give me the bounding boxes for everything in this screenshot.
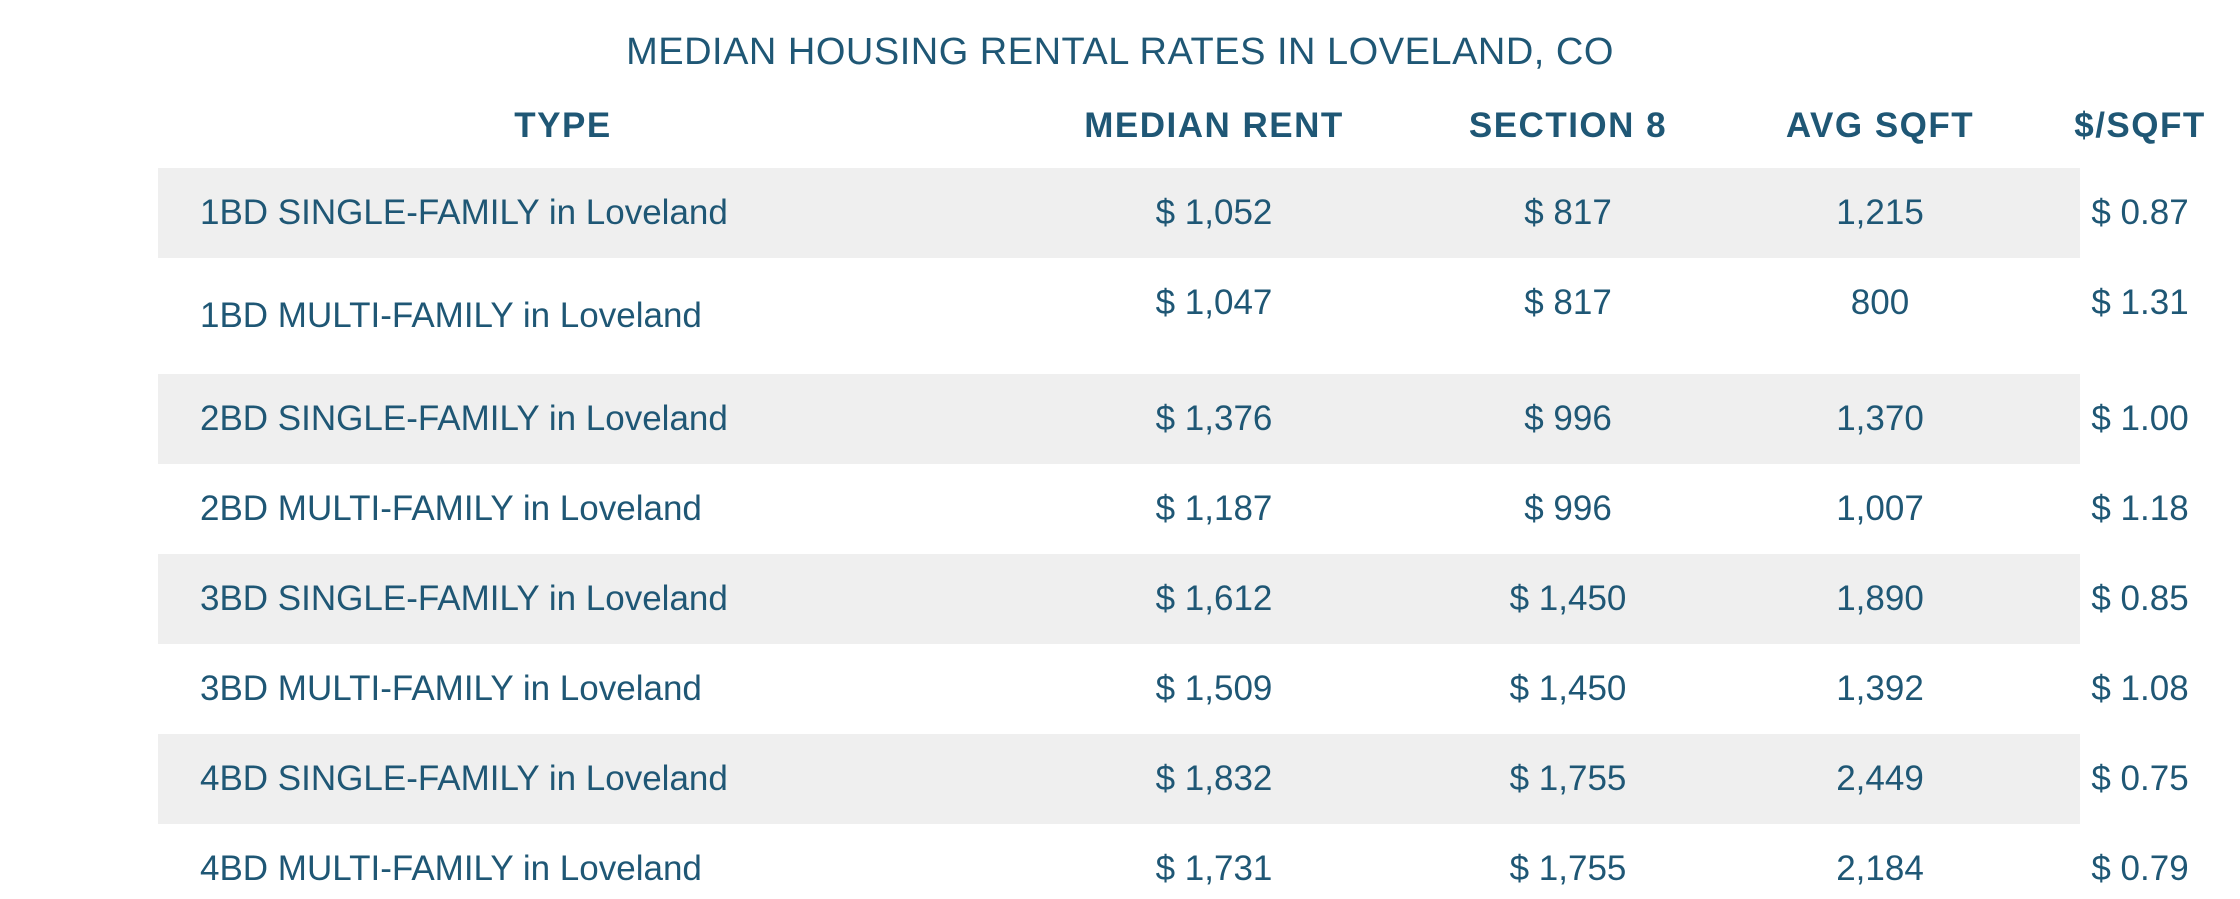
cell-avg-sqft: 1,890 [1836,579,1924,618]
table-row: 4BD MULTI-FAMILY in Loveland $ 1,731 $ 1… [158,824,2189,899]
cell-avg-sqft: 1,392 [1836,669,1924,708]
cell-median-rent: $ 1,731 [1155,849,1273,888]
cell-type: 1BD MULTI-FAMILY in Loveland [200,296,702,335]
page-title: MEDIAN HOUSING RENTAL RATES IN LOVELAND,… [626,31,1614,73]
cell-price-per-sqft: $ 1.08 [2091,669,2189,708]
cell-median-rent: $ 1,047 [1155,283,1273,322]
cell-price-per-sqft: $ 0.79 [2091,849,2189,888]
table-header: TYPE MEDIAN RENT SECTION 8 AVG SQFT $/SQ… [158,96,2204,168]
cell-median-rent: $ 1,376 [1155,399,1273,438]
cell-median-rent: $ 1,187 [1155,489,1273,528]
cell-avg-sqft: 2,449 [1836,759,1924,798]
cell-section-8: $ 1,450 [1509,579,1627,618]
cell-price-per-sqft: $ 0.75 [2091,759,2189,798]
cell-median-rent: $ 1,832 [1155,759,1273,798]
cell-section-8: $ 1,450 [1509,669,1627,708]
cell-section-8: $ 996 [1524,489,1612,528]
cell-type: 3BD MULTI-FAMILY in Loveland [200,669,702,708]
cell-section-8: $ 996 [1524,399,1612,438]
cell-avg-sqft: 2,184 [1836,849,1924,888]
cell-median-rent: $ 1,509 [1155,669,1273,708]
table-row: 2BD MULTI-FAMILY in Loveland $ 1,187 $ 9… [158,464,2189,554]
cell-avg-sqft: 1,370 [1836,399,1924,438]
table-row: 1BD MULTI-FAMILY in Loveland $ 1,047 $ 8… [158,258,2189,374]
cell-section-8: $ 1,755 [1509,849,1627,888]
cell-type: 3BD SINGLE-FAMILY in Loveland [200,579,728,618]
cell-price-per-sqft: $ 0.87 [2091,193,2189,232]
cell-type: 2BD MULTI-FAMILY in Loveland [200,489,702,528]
cell-price-per-sqft: $ 0.85 [2091,579,2189,618]
cell-price-per-sqft: $ 1.31 [2091,283,2189,322]
cell-avg-sqft: 800 [1850,283,1910,322]
table-row: 4BD SINGLE-FAMILY in Loveland $ 1,832 $ … [158,734,2189,824]
cell-avg-sqft: 1,007 [1836,489,1924,528]
cell-price-per-sqft: $ 1.00 [2091,399,2189,438]
header-section-8: SECTION 8 [1468,106,1668,145]
cell-type: 4BD SINGLE-FAMILY in Loveland [200,759,728,798]
cell-type: 4BD MULTI-FAMILY in Loveland [200,849,702,888]
table-row: 2BD SINGLE-FAMILY in Loveland $ 1,376 $ … [158,374,2189,464]
table-row: 3BD MULTI-FAMILY in Loveland $ 1,509 $ 1… [158,644,2189,734]
cell-median-rent: $ 1,052 [1155,193,1273,232]
cell-section-8: $ 817 [1524,283,1612,322]
cell-type: 2BD SINGLE-FAMILY in Loveland [200,399,728,438]
table-row: 3BD SINGLE-FAMILY in Loveland $ 1,612 $ … [158,554,2189,644]
header-price-per-sqft: $/SQFT [2074,106,2206,145]
rental-rates-table: TYPE MEDIAN RENT SECTION 8 AVG SQFT $/SQ… [158,96,2204,899]
cell-section-8: $ 1,755 [1509,759,1627,798]
header-avg-sqft: AVG SQFT [1785,106,1975,145]
cell-section-8: $ 817 [1524,193,1612,232]
header-median-rent: MEDIAN RENT [1084,106,1344,145]
cell-avg-sqft: 1,215 [1836,193,1924,232]
header-type: TYPE [514,106,612,145]
table-row: 1BD SINGLE-FAMILY in Loveland $ 1,052 $ … [158,168,2189,258]
cell-type: 1BD SINGLE-FAMILY in Loveland [200,193,728,232]
cell-median-rent: $ 1,612 [1155,579,1273,618]
cell-price-per-sqft: $ 1.18 [2091,489,2189,528]
